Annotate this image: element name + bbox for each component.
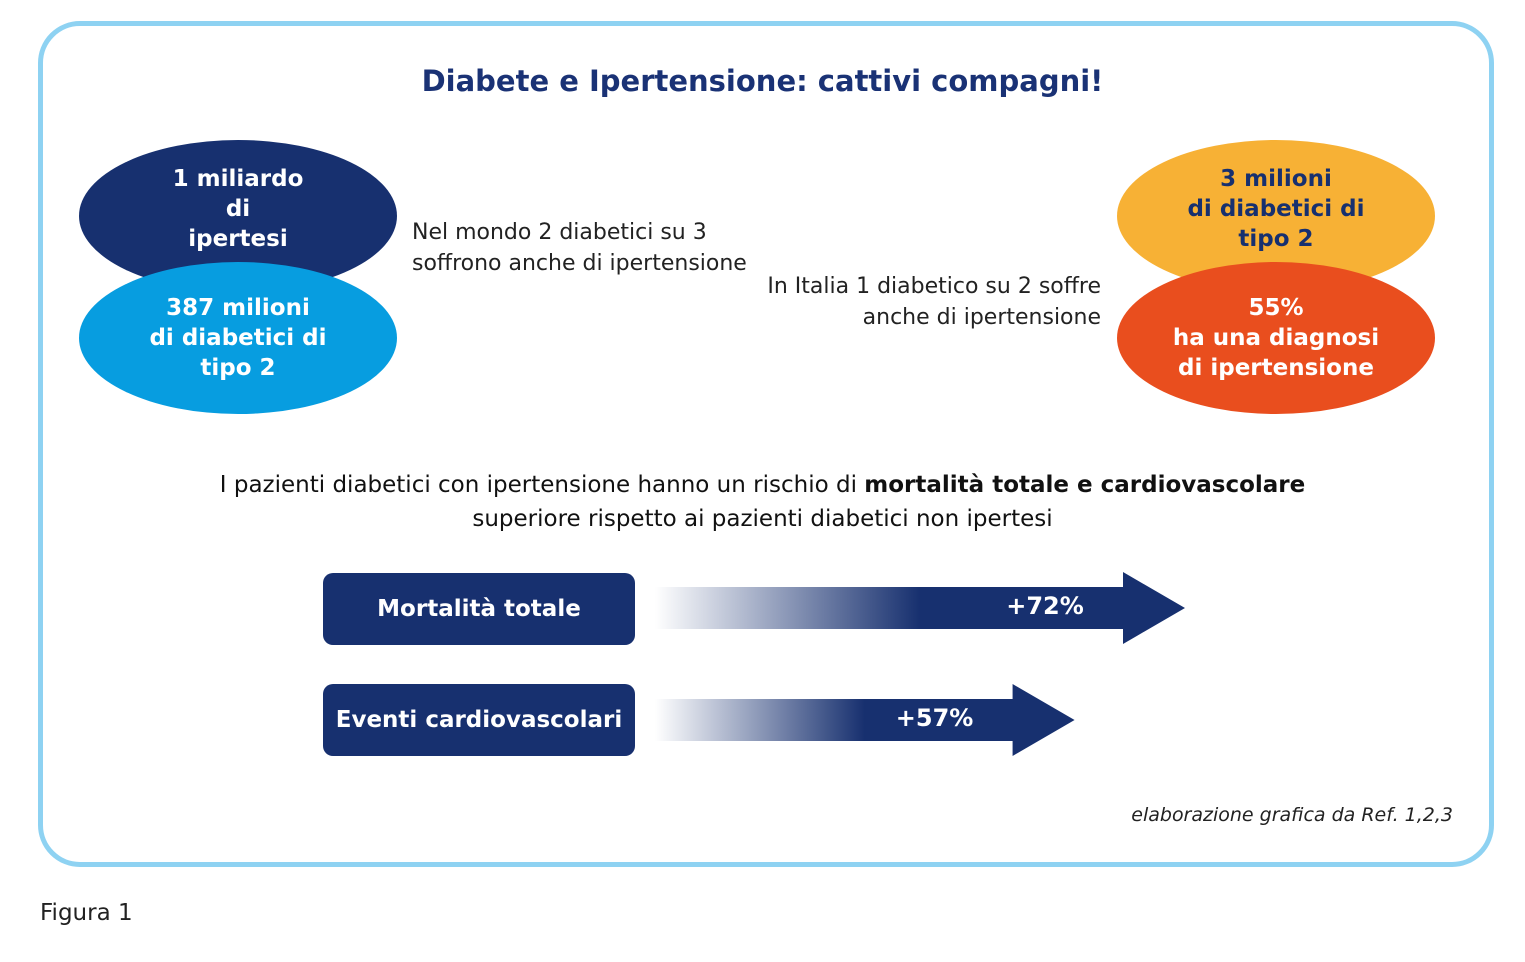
italy-diabetic-ellipse: 3 milioni di diabetici di tipo 2 <box>1117 140 1435 292</box>
total-mortality-label-text: Mortalità totale <box>377 596 581 622</box>
cardiovascular-events-label: Eventi cardiovascolari <box>323 684 635 756</box>
world-diabetic-ellipse: 387 milioni di diabetici di tipo 2 <box>79 262 397 414</box>
source-note: elaborazione grafica da Ref. 1,2,3 <box>1131 804 1453 826</box>
italy-hypertension-ellipse: 55% ha una diagnosi di ipertensione <box>1117 262 1435 414</box>
cardiovascular-events-arrow <box>655 684 1075 756</box>
risk-statement-start: I pazienti diabetici con ipertensione ha… <box>219 472 865 498</box>
total-mortality-arrow <box>655 572 1185 644</box>
cardiovascular-events-value: +57% <box>895 704 974 732</box>
world-hypertensive-text: 1 miliardo di ipertesi <box>172 166 304 252</box>
infographic-frame <box>38 21 1494 867</box>
total-mortality-value: +72% <box>1006 592 1084 620</box>
total-mortality-label: Mortalità totale <box>323 573 635 645</box>
italy-diabetic-text: 3 milioni di diabetici di tipo 2 <box>1187 166 1365 252</box>
figure-label: Figura 1 <box>40 900 133 926</box>
world-note: Nel mondo 2 diabetici su 3 soffrono anch… <box>412 220 747 276</box>
italy-note: In Italia 1 diabetico su 2 soffre anche … <box>767 274 1101 330</box>
risk-statement: I pazienti diabetici con ipertensione ha… <box>0 468 1525 536</box>
italy-hypertension-text: 55% ha una diagnosi di ipertensione <box>1172 295 1380 381</box>
world-diabetic-text: 387 milioni di diabetici di tipo 2 <box>149 295 327 381</box>
cardiovascular-events-label-text: Eventi cardiovascolari <box>335 707 623 733</box>
risk-statement-end: superiore rispetto ai pazienti diabetici… <box>472 506 1053 532</box>
infographic-title: Diabete e Ipertensione: cattivi compagni… <box>421 64 1104 98</box>
risk-statement-emphasis: mortalità totale e cardiovascolare <box>864 472 1306 498</box>
